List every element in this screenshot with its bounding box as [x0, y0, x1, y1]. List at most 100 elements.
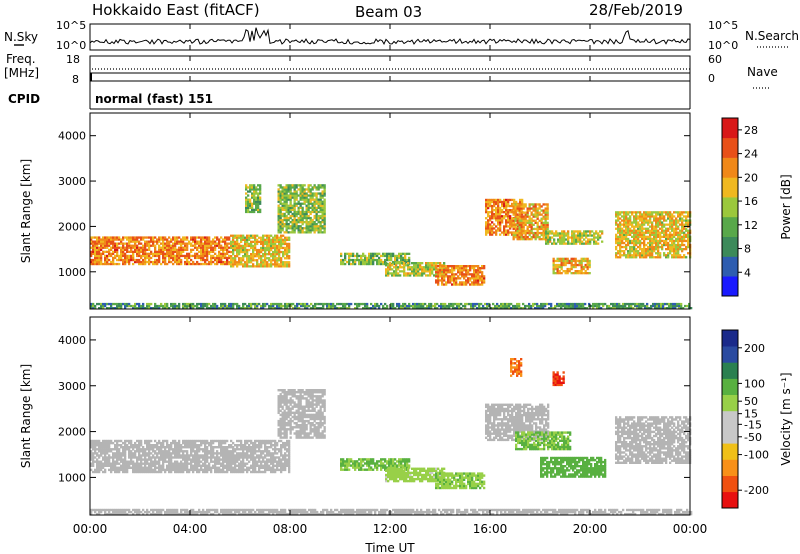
echo-cell [212, 246, 215, 249]
echo-cell [92, 439, 95, 443]
echo-cell [276, 304, 279, 308]
echo-cell [313, 192, 316, 195]
echo-cell [293, 227, 296, 230]
echo-cell [321, 192, 324, 195]
echo-cell [663, 217, 666, 220]
echo-cell [148, 450, 151, 453]
echo-cell [180, 258, 183, 262]
echo-cell [247, 190, 250, 193]
echo-cell [467, 281, 470, 284]
echo-cell [251, 188, 254, 191]
echo-cell [315, 198, 318, 201]
echo-cell [654, 307, 657, 310]
echo-cell [216, 258, 219, 262]
echo-cell [398, 304, 401, 308]
echo-cell [437, 277, 440, 280]
echo-cell [669, 243, 672, 247]
echo-cell [281, 212, 284, 216]
echo-cell [647, 215, 650, 218]
echo-cell [311, 208, 314, 211]
echo-cell [506, 307, 509, 310]
echo-cell [567, 242, 570, 245]
echo-cell [526, 236, 529, 239]
echo-cell [683, 254, 686, 257]
echo-cell [588, 304, 591, 308]
echo-cell [281, 204, 284, 207]
echo-cell [208, 236, 211, 239]
echo-cell [629, 256, 632, 259]
echo-cell [174, 242, 177, 245]
echo-cell [287, 212, 290, 216]
echo-cell [253, 210, 256, 214]
echo-cell [204, 252, 207, 255]
echo-cell [679, 217, 682, 220]
echo-cell [495, 213, 498, 216]
echo-cell [116, 307, 119, 310]
echo-cell [130, 236, 133, 239]
echo-cell [120, 240, 123, 243]
echo-cell [657, 248, 660, 251]
echo-cell [512, 203, 515, 206]
echo-cell [311, 210, 314, 214]
echo-cell [118, 246, 121, 249]
echo-cell [166, 262, 169, 266]
echo-cell [166, 248, 169, 251]
echo-cell [146, 256, 149, 260]
echo-cell [511, 198, 514, 202]
echo-cell [677, 237, 680, 241]
echo-cell [104, 452, 107, 455]
echo-cell [643, 243, 646, 247]
echo-cell [626, 307, 629, 310]
echo-cell [94, 254, 97, 258]
echo-cell [280, 261, 283, 264]
echo-cell [244, 242, 247, 246]
echo-cell [354, 307, 357, 310]
echo-cell [606, 304, 609, 308]
echo-cell [301, 192, 304, 195]
echo-cell [441, 283, 444, 286]
echo-cell [194, 244, 197, 247]
echo-cell [96, 458, 99, 461]
echo-cell [651, 250, 654, 253]
echo-cell [504, 307, 507, 310]
echo-cell [640, 302, 643, 306]
echo-cell [160, 262, 163, 266]
echo-cell [228, 236, 231, 239]
echo-cell [259, 184, 262, 187]
echo-cell [164, 246, 167, 249]
echo-cell [641, 254, 644, 257]
echo-cell [108, 441, 111, 445]
echo-cell [198, 240, 201, 243]
echo-cell [679, 245, 682, 249]
echo-cell [152, 240, 155, 243]
echo-cell [538, 205, 541, 208]
echo-cell [685, 256, 688, 259]
echo-cell [623, 219, 626, 222]
echo-cell [681, 219, 684, 222]
echo-cell [104, 244, 107, 247]
echo-cell [579, 232, 582, 235]
echo-cell [636, 302, 639, 306]
echo-cell [260, 248, 263, 252]
echo-cell [588, 265, 591, 269]
echo-cell [92, 470, 95, 474]
echo-cell [160, 250, 163, 253]
echo-cell [255, 188, 258, 191]
echo-cell [186, 258, 189, 262]
echo-cell [454, 302, 457, 306]
echo-cell [110, 240, 113, 243]
echo-cell [507, 204, 510, 208]
echo-cell [106, 444, 109, 447]
echo-cell [120, 466, 123, 469]
echo-cell [631, 211, 634, 214]
echo-cell [140, 448, 143, 451]
echo-cell [392, 262, 395, 266]
echo-cell [621, 231, 624, 234]
echo-cell [659, 241, 662, 245]
echo-cell [132, 246, 135, 249]
echo-cell [94, 248, 97, 251]
echo-cell [162, 456, 165, 459]
echo-cell [612, 307, 615, 310]
echo-cell [639, 235, 642, 238]
echo-cell [534, 209, 537, 212]
